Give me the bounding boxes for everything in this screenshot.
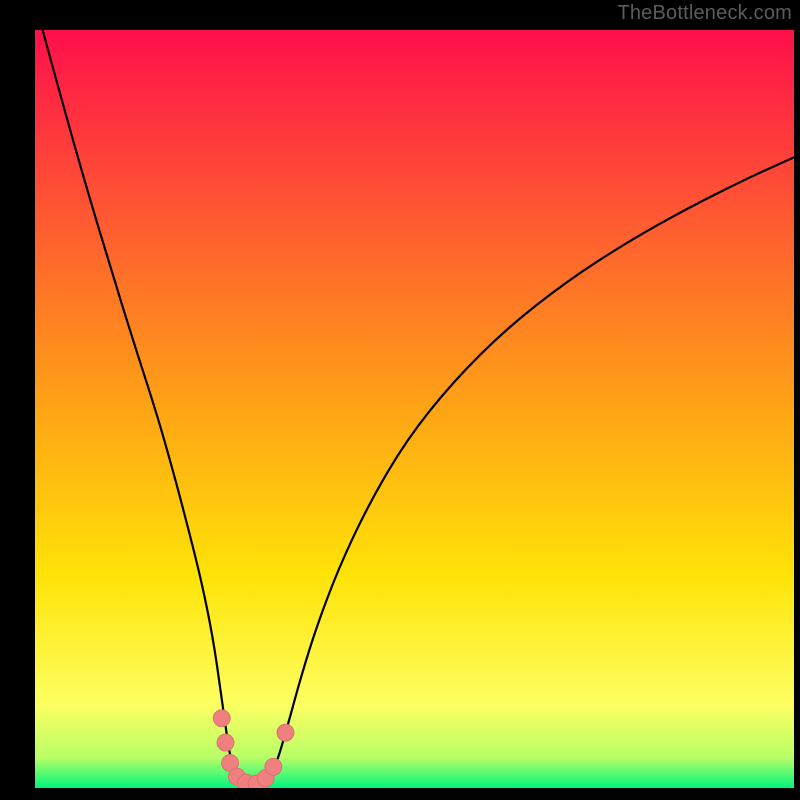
data-marker — [217, 734, 234, 751]
data-marker — [213, 710, 230, 727]
watermark-text: TheBottleneck.com — [617, 2, 792, 25]
bottleneck-curve — [43, 30, 794, 784]
chart-container: TheBottleneck.com — [0, 0, 800, 800]
plot-area — [35, 30, 794, 788]
data-marker — [277, 724, 294, 741]
data-marker — [265, 758, 282, 775]
curve-layer — [35, 30, 794, 788]
